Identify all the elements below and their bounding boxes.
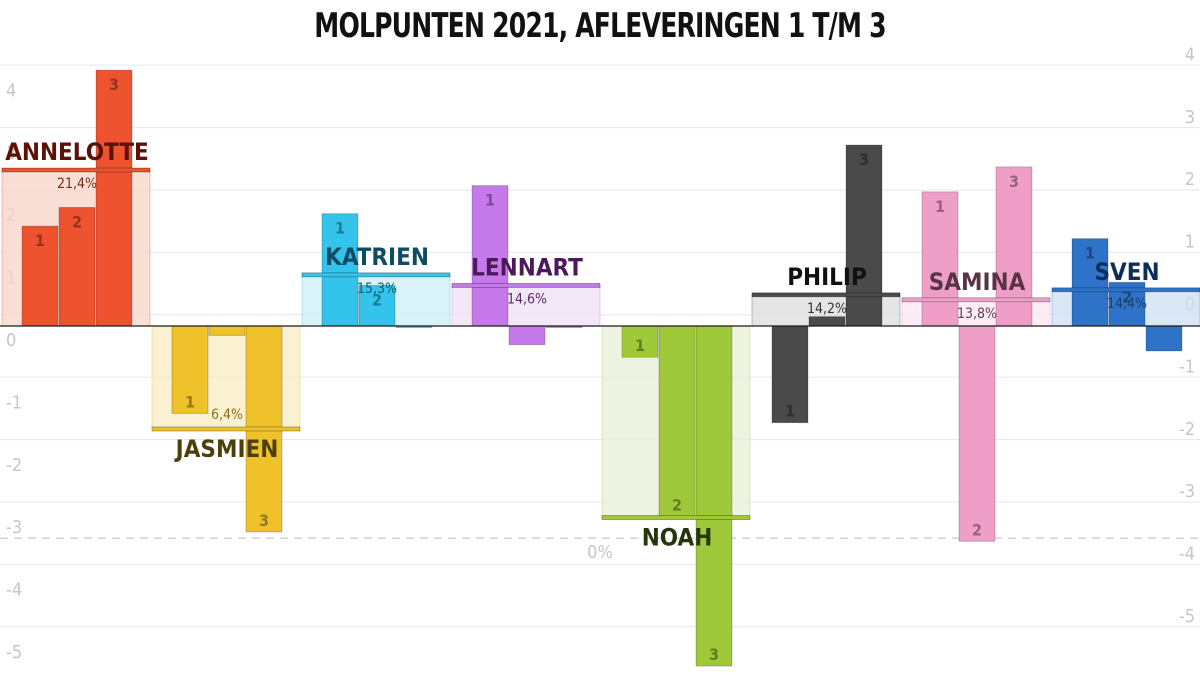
- candidate-name-label: PHILIP: [787, 263, 867, 291]
- y-tick-label-right: -5: [1179, 606, 1195, 627]
- episode-bar: [808, 316, 846, 327]
- candidate-name-label: JASMIEN: [174, 435, 279, 463]
- candidate-name-label: SVEN: [1094, 258, 1159, 286]
- episode-number-label: 1: [935, 197, 945, 216]
- y-tick-label-right: -2: [1179, 419, 1195, 440]
- episode-number-label: 1: [335, 219, 345, 238]
- episode-bar: [208, 325, 246, 336]
- episode-number-label: 2: [72, 212, 82, 231]
- y-tick-label-right: -4: [1179, 544, 1195, 565]
- y-tick-label-left: 0: [6, 330, 16, 351]
- y-tick-label-right: 4: [1185, 44, 1195, 65]
- y-tick-label-left: 3: [6, 143, 16, 164]
- episode-bar: [471, 185, 509, 327]
- y-tick-label-left: -3: [6, 517, 22, 538]
- average-line: [451, 283, 601, 288]
- zero-percent-label: 0%: [587, 542, 613, 563]
- episode-number-label: 1: [1085, 244, 1095, 263]
- y-tick-label-left: -1: [6, 392, 22, 413]
- episode-bar: [95, 69, 133, 327]
- episode-bar: [358, 285, 396, 327]
- episode-number-label: 2: [1122, 287, 1132, 306]
- episode-number-label: 3: [259, 511, 269, 530]
- episode-bar: [695, 325, 733, 667]
- percentage-label: 14,2%: [807, 301, 847, 317]
- episode-bar: [1071, 238, 1109, 327]
- y-tick-label-right: 3: [1185, 107, 1195, 128]
- candidate-name-label: LENNART: [471, 253, 583, 281]
- average-line: [751, 292, 901, 298]
- episode-number-label: 2: [672, 495, 682, 514]
- average-line: [901, 297, 1051, 303]
- chart-title: MOLPUNTEN 2021, AFLEVERINGEN 1 T/M 3: [314, 6, 886, 46]
- y-tick-label-left: 4: [6, 80, 16, 101]
- episode-number-label: 1: [35, 231, 45, 250]
- average-line: [301, 272, 451, 278]
- y-tick-label-left: -4: [6, 580, 22, 601]
- episode-bar: [958, 325, 996, 542]
- average-line: [1, 167, 151, 173]
- episode-number-label: 1: [635, 336, 645, 355]
- episode-number-label: 3: [1009, 172, 1019, 191]
- percentage-label: 6,4%: [211, 407, 243, 423]
- percentage-label: 21,4%: [57, 176, 97, 192]
- episode-number-label: 1: [185, 392, 195, 411]
- episode-number-label: 3: [709, 645, 719, 664]
- episode-bar: [508, 325, 546, 346]
- episode-bar: [321, 213, 359, 327]
- episode-bar: [1145, 325, 1183, 352]
- y-tick-label-right: 1: [1185, 232, 1195, 253]
- y-tick-label-right: 2: [1185, 169, 1195, 190]
- episode-number-label: 1: [485, 191, 495, 210]
- y-tick-label-left: -2: [6, 455, 22, 476]
- episode-bar: [21, 225, 59, 327]
- candidate-name-label: ANNELOTTE: [5, 138, 149, 166]
- percentage-label: 14,4%: [1107, 296, 1147, 312]
- episode-bar: [171, 325, 209, 414]
- episode-bar: [845, 144, 883, 327]
- candidate-name-label: KATRIEN: [325, 243, 429, 271]
- episode-number-label: 3: [109, 75, 119, 94]
- percentage-label: 15,3%: [357, 281, 397, 297]
- episode-bar: [58, 207, 96, 327]
- episode-bar: [921, 191, 959, 327]
- percentage-label: 14,6%: [507, 291, 547, 307]
- average-line: [601, 515, 751, 520]
- episode-bar: [771, 325, 809, 424]
- episode-number-label: 2: [372, 290, 382, 309]
- y-tick-label-right: -1: [1179, 356, 1195, 377]
- candidate-name-label: SAMINA: [929, 268, 1026, 296]
- episode-number-label: 2: [972, 520, 982, 539]
- percentage-label: 13,8%: [957, 306, 997, 322]
- episode-bar: [658, 325, 696, 517]
- episode-number-label: 1: [785, 402, 795, 421]
- candidate-name-label: NOAH: [642, 524, 713, 552]
- episode-number-label: 3: [859, 150, 869, 169]
- y-tick-label-right: -3: [1179, 481, 1195, 502]
- average-line: [151, 426, 301, 432]
- average-line: [1051, 287, 1200, 293]
- y-tick-label-left: -5: [6, 642, 22, 663]
